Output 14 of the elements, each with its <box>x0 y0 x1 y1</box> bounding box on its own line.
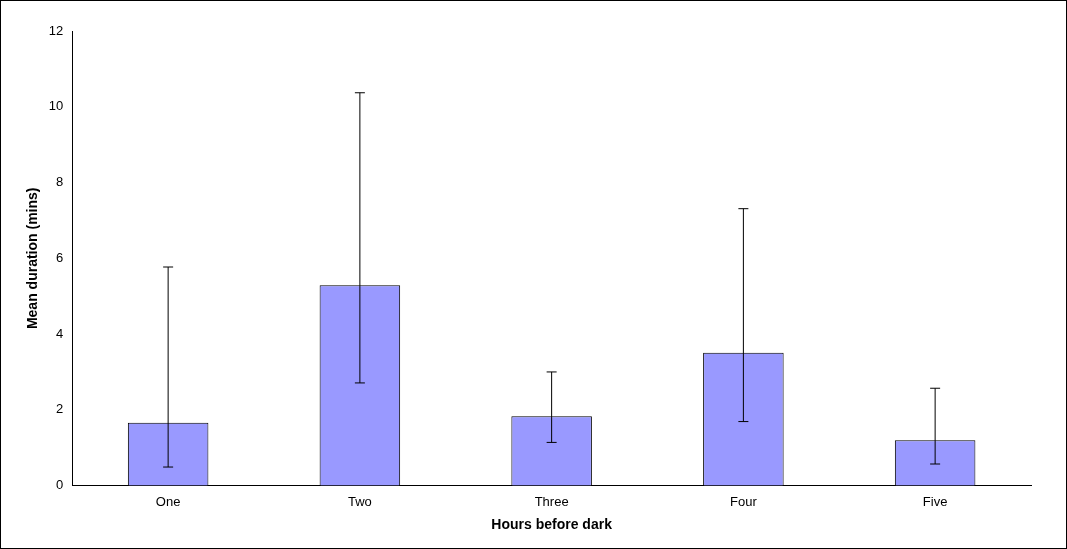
y-tick-label: 0 <box>56 477 64 493</box>
y-tick-label: 10 <box>48 98 64 114</box>
y-tick-label: 4 <box>56 325 64 341</box>
x-tick-label: Two <box>347 493 372 509</box>
x-tick-label: Four <box>730 493 758 509</box>
x-tick-label: One <box>155 493 181 509</box>
x-tick-label: Three <box>534 493 569 509</box>
y-axis-title: Mean duration (mins) <box>24 187 41 330</box>
y-tick-label: 6 <box>56 249 64 265</box>
x-tick-label: Five <box>922 493 948 509</box>
y-tick-label: 8 <box>56 174 64 190</box>
y-tick-label: 2 <box>56 401 64 417</box>
x-axis-title: Hours before dark <box>491 516 613 533</box>
y-tick-label: 12 <box>48 22 64 38</box>
